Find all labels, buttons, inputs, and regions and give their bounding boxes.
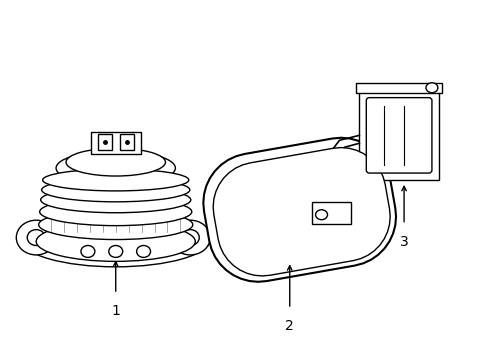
- Ellipse shape: [81, 246, 95, 257]
- Ellipse shape: [66, 148, 165, 176]
- Ellipse shape: [56, 151, 175, 185]
- Ellipse shape: [40, 198, 191, 226]
- Ellipse shape: [41, 187, 190, 213]
- FancyBboxPatch shape: [366, 98, 431, 173]
- Text: 3: 3: [399, 235, 407, 248]
- Ellipse shape: [39, 210, 192, 239]
- FancyBboxPatch shape: [120, 134, 133, 150]
- Ellipse shape: [27, 230, 45, 246]
- Ellipse shape: [21, 212, 210, 267]
- Ellipse shape: [136, 246, 150, 257]
- FancyBboxPatch shape: [311, 202, 351, 224]
- Ellipse shape: [42, 169, 188, 191]
- Text: 2: 2: [285, 319, 293, 333]
- Ellipse shape: [16, 220, 56, 255]
- Ellipse shape: [315, 210, 327, 220]
- FancyBboxPatch shape: [91, 132, 141, 154]
- Polygon shape: [213, 148, 389, 276]
- Ellipse shape: [181, 230, 199, 246]
- Polygon shape: [203, 138, 395, 282]
- Ellipse shape: [425, 83, 437, 93]
- Text: 1: 1: [111, 304, 120, 318]
- FancyBboxPatch shape: [98, 134, 112, 150]
- FancyBboxPatch shape: [359, 91, 438, 180]
- Ellipse shape: [41, 178, 189, 202]
- Ellipse shape: [170, 220, 210, 255]
- FancyBboxPatch shape: [356, 83, 441, 93]
- Ellipse shape: [36, 222, 195, 261]
- Ellipse shape: [108, 246, 122, 257]
